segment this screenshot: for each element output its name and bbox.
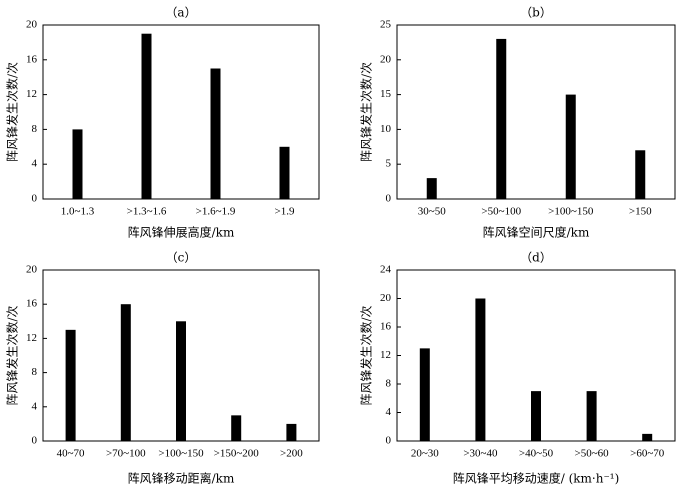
chart-c-xtick-label: 40~70 <box>57 448 85 460</box>
chart-d-xtick-label: >30~40 <box>463 448 498 460</box>
chart-d-ytick-label: 12 <box>380 349 391 361</box>
chart-a-xlabel: 阵风锋伸展高度/km <box>128 225 235 240</box>
chart-c-ytick-label: 16 <box>26 298 38 310</box>
chart-d-bar <box>531 391 541 441</box>
chart-b-ytick-label: 20 <box>380 53 392 65</box>
chart-d-title: （d） <box>520 251 552 265</box>
chart-d-ytick-label: 20 <box>380 292 392 304</box>
chart-b-xtick-label: 30~50 <box>418 206 446 218</box>
chart-c-xtick-label: >100~150 <box>158 448 204 460</box>
chart-a-ytick-label: 4 <box>32 158 38 170</box>
chart-b-ytick-label: 10 <box>380 123 392 135</box>
chart-a-xtick-label: >1.3~1.6 <box>127 206 167 218</box>
chart-b-xtick-label: >50~100 <box>481 206 521 218</box>
chart-c-ytick-label: 0 <box>32 435 38 447</box>
chart-d-xlabel: 阵风锋平均移动速度/ (km·h⁻¹) <box>453 471 620 486</box>
chart-a-bar <box>72 129 83 199</box>
chart-d-xtick-label: 20~30 <box>411 448 439 460</box>
chart-b-bar <box>426 178 437 199</box>
chart-b-title: （b） <box>520 6 552 20</box>
chart-b-xtick-label: >100~150 <box>548 206 594 218</box>
chart-c-ytick-label: 4 <box>32 400 38 412</box>
chart-c-xtick-label: >70~100 <box>106 448 146 460</box>
chart-a-ytick-label: 12 <box>26 88 37 100</box>
chart-a-ytick-label: 20 <box>26 19 38 31</box>
chart-c-bar <box>176 321 186 441</box>
chart-b-ytick-label: 25 <box>380 19 392 31</box>
chart-b-bar <box>565 94 576 199</box>
chart-d-ytick-label: 24 <box>380 264 392 276</box>
chart-d-ytick-label: 16 <box>380 321 392 333</box>
chart-d-bar <box>586 391 597 441</box>
chart-c-ytick-label: 12 <box>26 332 37 344</box>
chart-a-plot-frame <box>42 24 320 200</box>
chart-a-bar <box>210 68 221 199</box>
chart-a-bar <box>279 146 290 199</box>
chart-a-ytick-label: 16 <box>26 53 38 65</box>
chart-a-bar <box>141 33 152 200</box>
chart-d-xtick-label: >40~50 <box>519 448 554 460</box>
chart-c-ytick-label: 8 <box>32 366 38 378</box>
chart-a-xtick-label: 1.0~1.3 <box>61 206 95 218</box>
chart-d-ytick-label: 0 <box>386 435 392 447</box>
chart-d-ytick-label: 8 <box>386 378 392 390</box>
chart-d-bar <box>419 348 430 441</box>
chart-d-ylabel: 阵风锋发生次数/次 <box>359 305 374 405</box>
chart-c-ylabel: 阵风锋发生次数/次 <box>5 305 20 405</box>
chart-a-ytick-label: 8 <box>32 123 38 135</box>
chart-c-bar <box>286 423 297 441</box>
chart-b-ytick-label: 15 <box>380 88 392 100</box>
chart-d-xtick-label: >60~70 <box>630 448 665 460</box>
chart-c-xlabel: 阵风锋移动距离/km <box>128 471 235 486</box>
chart-c-bar <box>231 415 242 441</box>
chart-c-ytick-label: 20 <box>26 264 38 276</box>
chart-b-plot-frame <box>396 24 676 200</box>
chart-c-xtick-label: >200 <box>280 448 303 460</box>
chart-a-ylabel: 阵风锋发生次数/次 <box>5 62 20 162</box>
chart-d-ytick-label: 4 <box>386 406 392 418</box>
chart-c-bar <box>65 329 76 441</box>
chart-b-ytick-label: 5 <box>386 158 392 170</box>
chart-a-ytick-label: 0 <box>32 193 38 205</box>
chart-b-ytick-label: 0 <box>386 193 392 205</box>
chart-b-xtick-label: >150 <box>629 206 652 218</box>
chart-c-title: （c） <box>166 251 197 265</box>
chart-b-xlabel: 阵风锋空间尺度/km <box>483 225 590 240</box>
chart-a-xtick-label: >1.6~1.9 <box>196 206 236 218</box>
chart-a-xtick-label: >1.9 <box>275 206 295 218</box>
chart-b-ylabel: 阵风锋发生次数/次 <box>359 62 374 162</box>
chart-b-bar <box>635 150 646 199</box>
chart-d-bar <box>475 298 486 441</box>
chart-c-xtick-label: >150~200 <box>214 448 260 460</box>
chart-a-title: （a） <box>165 6 196 20</box>
chart-d-xtick-label: >50~60 <box>575 448 610 460</box>
chart-c-bar <box>120 304 131 441</box>
chart-b-bar <box>496 38 507 199</box>
